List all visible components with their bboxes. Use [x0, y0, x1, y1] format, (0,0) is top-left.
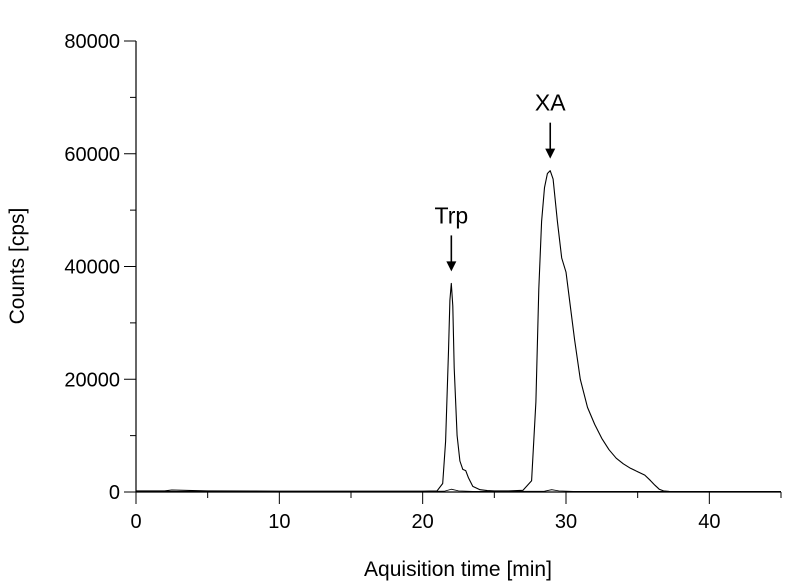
axis-ticks: [124, 40, 782, 504]
x-axis-title: Aquisition time [min]: [364, 558, 552, 581]
peak-label: Trp: [435, 202, 469, 228]
annotation-arrow-head: [545, 148, 556, 159]
y-tick-label: 0: [109, 482, 120, 504]
series-line: [136, 488, 781, 492]
tick-labels: 0 20000 40000 60000 80000 0 10 20 30 40: [64, 31, 720, 533]
annotation-arrow-head: [446, 261, 457, 272]
series-lines: [136, 170, 781, 493]
x-tick-label: 30: [555, 511, 577, 533]
peak-annotations: Trp XA: [435, 90, 566, 272]
peak-label: XA: [535, 90, 566, 116]
x-tick-label: 20: [412, 511, 434, 533]
x-tick-label: 40: [698, 511, 720, 533]
y-tick-label: 20000: [64, 369, 120, 391]
series-line: [136, 170, 781, 493]
y-tick-label: 80000: [64, 31, 120, 53]
x-tick-label: 10: [268, 511, 290, 533]
y-axis-title: Counts [cps]: [6, 208, 29, 325]
x-tick-label: 0: [130, 511, 141, 533]
y-tick-label: 60000: [64, 144, 120, 166]
axes: [135, 41, 781, 493]
y-tick-label: 40000: [64, 257, 120, 279]
